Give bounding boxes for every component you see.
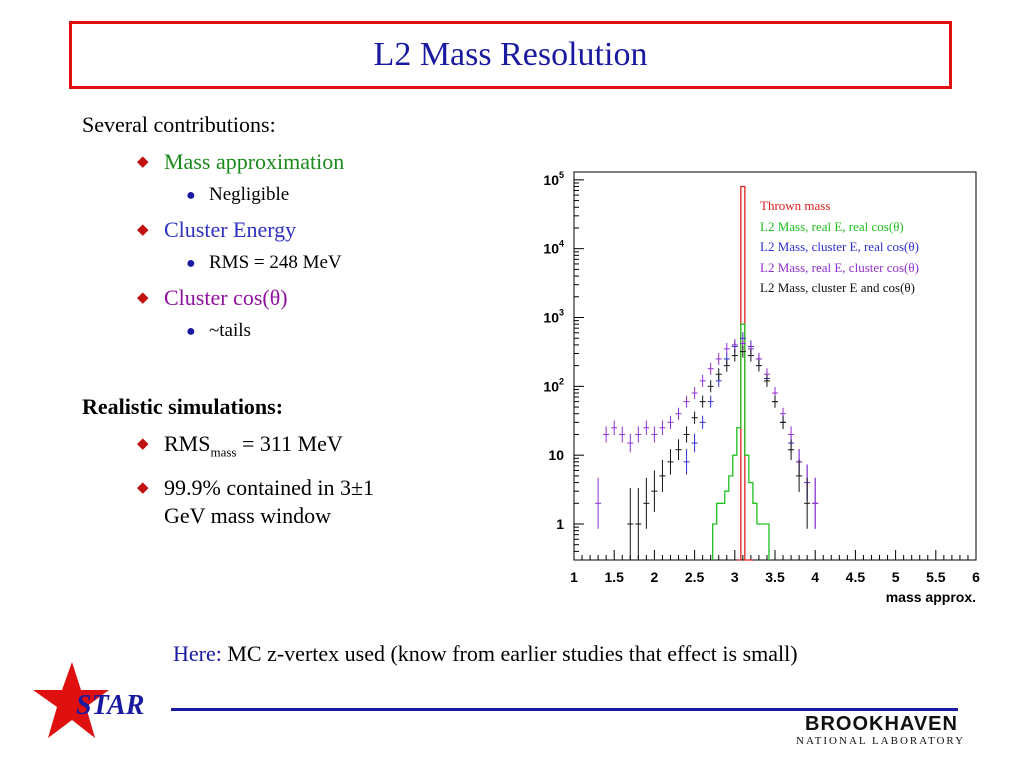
realistic-heading: Realistic simulations:	[82, 394, 284, 419]
diamond-bullet-icon: ◆	[137, 222, 149, 238]
sub-bullet-rms: ● RMS = 248 MeV	[82, 250, 522, 276]
sub-bullet-label: ~tails	[209, 320, 251, 341]
x-tick-label: 2	[651, 569, 659, 585]
footer-divider	[171, 708, 958, 711]
legend-entry: Thrown mass	[760, 198, 831, 213]
x-tick-label: 2.5	[685, 569, 705, 585]
bnl-logo-subtitle: NATIONAL LABORATORY	[796, 735, 966, 747]
bullet-cluster-energy: ◆ Cluster Energy	[82, 216, 522, 244]
x-tick-label: 4.5	[846, 569, 866, 585]
x-tick-label: 5	[892, 569, 900, 585]
x-axis-label: mass approx.	[886, 589, 976, 605]
histogram-line	[712, 323, 770, 560]
bullet-label: Mass approximation	[164, 149, 345, 174]
diamond-bullet-icon: ◆	[137, 154, 149, 170]
sub-bullet-label: Negligible	[209, 184, 290, 205]
bullet-mass-approximation: ◆ Mass approximation	[82, 148, 522, 176]
bullet-list: Several contributions: ◆ Mass approximat…	[82, 110, 522, 530]
star-logo-text: STAR	[76, 690, 145, 721]
legend-entry: L2 Mass, cluster E, real cos(θ)	[760, 239, 919, 254]
y-tick-label: 103	[543, 308, 564, 326]
mass-histogram-chart: 1 1.5 2 2.5 3 3.5 4 4.5 5 5.5 6 mass approx. 1 10 102 1…	[530, 160, 990, 610]
x-tick-label: 3.5	[765, 569, 785, 585]
y-tick-exponent: 4	[559, 239, 564, 249]
diamond-bullet-icon: ◆	[137, 480, 149, 497]
x-tick-label: 6	[972, 569, 980, 585]
footer-note: Here: MC z-vertex used (know from earlie…	[173, 641, 798, 667]
x-tick-label: 3	[731, 569, 739, 585]
legend-entry: L2 Mass, real E, real cos(θ)	[760, 218, 904, 234]
y-tick-label: 1	[556, 516, 564, 532]
dot-bullet-icon: ●	[186, 255, 196, 272]
here-label: Here:	[173, 641, 222, 666]
y-tick-exponent: 3	[559, 308, 564, 318]
sub-bullet-label: RMS = 248 MeV	[209, 252, 342, 273]
bullet-contained: ◆ 99.9% contained in 3±1 GeV mass window	[82, 474, 522, 530]
bullet-label: Cluster Energy	[164, 217, 297, 242]
diamond-bullet-icon: ◆	[137, 290, 149, 306]
chart-svg: 1 1.5 2 2.5 3 3.5 4 4.5 5 5.5 6 mass approx. 1 10 102 1…	[543, 170, 980, 605]
x-tick-label: 4	[811, 569, 819, 585]
diamond-bullet-icon: ◆	[137, 436, 149, 452]
y-tick-exponent: 5	[559, 170, 564, 180]
contained-line-2: GeV mass window	[164, 503, 332, 529]
dot-bullet-icon: ●	[186, 187, 196, 204]
y-tick-label: 102	[543, 376, 564, 394]
bnl-logo-name: BROOKHAVEN	[805, 713, 958, 735]
y-tick-label: 104	[543, 239, 564, 257]
y-tick-label: 10	[548, 447, 564, 463]
star-logo-icon	[33, 662, 109, 738]
x-tick-label: 1.5	[604, 569, 624, 585]
title-box: L2 Mass Resolution	[69, 21, 952, 89]
x-tick-label: 1	[570, 569, 578, 585]
bullet-label: Cluster cos(θ)	[164, 285, 288, 310]
histogram-line	[736, 185, 753, 561]
contained-line-1: 99.9% contained in 3±1	[164, 475, 375, 501]
rms-suffix: = 311 MeV	[236, 431, 343, 456]
dot-bullet-icon: ●	[186, 323, 196, 340]
x-tick-label: 5.5	[926, 569, 946, 585]
chart-legend: Thrown mass L2 Mass, real E, real cos(θ) L…	[760, 196, 919, 299]
bullet-cluster-cos: ◆ Cluster cos(θ)	[82, 284, 522, 312]
bullet-rms-mass: ◆ RMSmass = 311 MeV	[82, 430, 522, 466]
y-tick-label: 105	[543, 170, 564, 188]
footer-note-text: MC z-vertex used (know from earlier stud…	[221, 641, 798, 666]
legend-entry: L2 Mass, cluster E and cos(θ)	[760, 280, 915, 295]
rms-prefix: RMS	[164, 431, 211, 456]
y-tick-exponent: 2	[559, 376, 564, 386]
intro-text: Several contributions:	[82, 112, 276, 137]
sub-bullet-negligible: ● Negligible	[82, 182, 522, 208]
page-title: L2 Mass Resolution	[373, 36, 648, 73]
rms-subscript: mass	[210, 444, 237, 460]
legend-entry: L2 Mass, real E, cluster cos(θ)	[760, 259, 919, 275]
sub-bullet-tails: ● ~tails	[82, 318, 522, 344]
